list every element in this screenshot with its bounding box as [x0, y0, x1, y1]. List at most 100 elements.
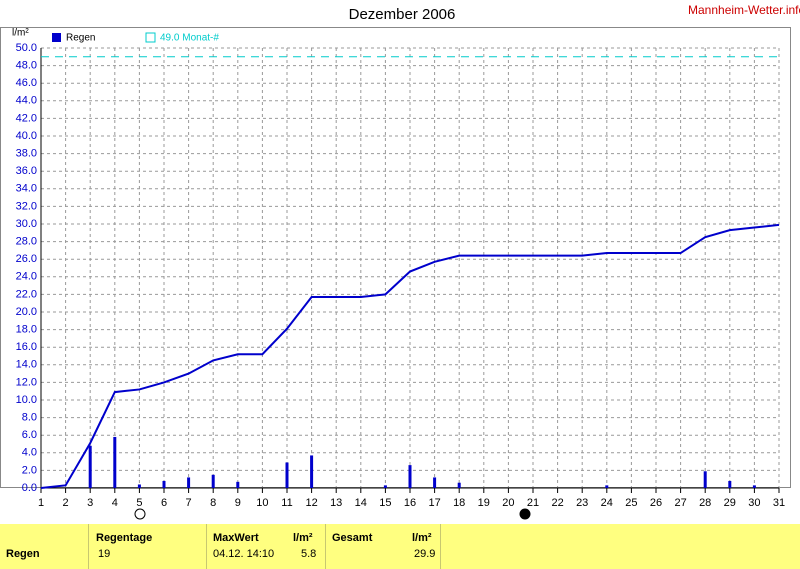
legend-label: Regen	[66, 33, 95, 44]
x-tick-label: 10	[256, 497, 268, 509]
y-tick-label: 50.0	[16, 42, 37, 54]
x-tick-label: 4	[112, 497, 118, 509]
y-tick-label: 32.0	[16, 200, 37, 212]
site-name: Mannheim-Wetter.info	[688, 3, 800, 17]
y-tick-label: 44.0	[16, 95, 37, 107]
bar	[408, 465, 412, 488]
x-tick-label: 22	[551, 497, 563, 509]
cell: 04.12. 14:10	[213, 548, 275, 560]
y-tick-label: 12.0	[16, 376, 37, 388]
y-tick-label: 4.0	[22, 447, 37, 459]
x-tick-label: 29	[724, 497, 736, 509]
x-tick-label: 11	[281, 497, 292, 509]
y-tick-label: 24.0	[16, 271, 37, 283]
y-tick-label: 42.0	[16, 112, 37, 124]
bar	[433, 477, 437, 488]
y-tick-label: 40.0	[16, 130, 37, 142]
x-tick-label: 27	[674, 497, 686, 509]
x-tick-label: 31	[773, 497, 785, 509]
x-tick-label: 8	[210, 497, 216, 509]
header-cell: l/m²	[412, 532, 432, 544]
x-tick-label: 6	[161, 497, 167, 509]
bar	[236, 481, 240, 488]
y-tick-label: 26.0	[16, 253, 37, 265]
y-tick-label: 34.0	[16, 183, 37, 195]
separator	[206, 524, 207, 569]
header-cell: Regentage	[96, 532, 153, 544]
y-tick-label: 36.0	[16, 165, 37, 177]
y-tick-label: 14.0	[16, 359, 37, 371]
x-tick-label: 28	[699, 497, 711, 509]
x-tick-label: 17	[428, 497, 440, 509]
cell: 29.9	[414, 548, 436, 560]
x-tick-label: 7	[186, 497, 192, 509]
summary-table: Regentage MaxWert l/m² Gesamt l/m² Regen…	[0, 524, 800, 569]
x-tick-label: 15	[379, 497, 391, 509]
x-tick-label: 2	[63, 497, 69, 509]
x-tick-label: 18	[453, 497, 465, 509]
chart: Dezember 2006 Mannheim-Wetter.info l/m² …	[0, 3, 800, 520]
y-tick-label: 6.0	[22, 429, 37, 441]
x-tick-label: 25	[625, 497, 637, 509]
y-tick-label: 0.0	[22, 482, 37, 494]
bar	[211, 474, 215, 488]
bar	[728, 480, 732, 488]
y-tick-label: 2.0	[22, 464, 37, 476]
x-tick-label: 30	[748, 497, 760, 509]
bar	[752, 485, 756, 488]
x-tick-label: 20	[502, 497, 514, 509]
y-tick-label: 46.0	[16, 77, 37, 89]
cell: 5.8	[301, 548, 317, 560]
x-tick-label: 16	[404, 497, 416, 509]
separator	[325, 524, 326, 569]
y-tick-label: 22.0	[16, 288, 37, 300]
bar	[113, 436, 117, 488]
legend-swatch	[52, 33, 61, 42]
header-cell: MaxWert	[213, 532, 259, 544]
y-tick-label: 10.0	[16, 394, 37, 406]
legend-label: 49.0 Monat-#	[160, 33, 219, 44]
moon-new	[519, 508, 531, 520]
bar	[88, 445, 92, 488]
chart-title: Dezember 2006	[349, 6, 456, 23]
y-tick-label: 20.0	[16, 306, 37, 318]
x-tick-label: 14	[355, 497, 367, 509]
x-tick-label: 26	[650, 497, 662, 509]
x-tick-label: 19	[478, 497, 490, 509]
x-tick-label: 9	[235, 497, 241, 509]
separator	[88, 524, 89, 569]
x-tick-label: 23	[576, 497, 588, 509]
x-tick-label: 13	[330, 497, 342, 509]
cell: 19	[98, 548, 111, 560]
x-tick-label: 5	[136, 497, 142, 509]
bar	[457, 482, 461, 488]
x-tick-label: 21	[527, 497, 539, 509]
line	[40, 223, 780, 489]
row-label: Regen	[6, 548, 40, 560]
legend-swatch	[145, 32, 156, 43]
separator	[440, 524, 441, 569]
bar	[383, 485, 387, 488]
y-tick-label: 48.0	[16, 60, 37, 72]
x-tick-label: 24	[601, 497, 613, 509]
x-tick-label: 12	[305, 497, 317, 509]
bar	[285, 462, 289, 488]
y-axis-label: l/m²	[12, 28, 29, 39]
y-tick-label: 38.0	[16, 148, 37, 160]
bar	[310, 455, 314, 488]
y-tick-label: 30.0	[16, 218, 37, 230]
y-tick-label: 8.0	[22, 412, 37, 424]
plot-frame	[0, 27, 791, 488]
y-tick-label: 18.0	[16, 324, 37, 336]
bar	[162, 480, 166, 488]
moon-full	[134, 508, 146, 520]
y-tick-label: 28.0	[16, 236, 37, 248]
x-tick-label: 3	[87, 497, 93, 509]
x-tick-label: 1	[38, 497, 44, 509]
y-tick-label: 16.0	[16, 341, 37, 353]
bar	[703, 471, 707, 488]
bar	[137, 484, 141, 488]
header-cell: l/m²	[293, 532, 313, 544]
header-cell: Gesamt	[332, 532, 373, 544]
